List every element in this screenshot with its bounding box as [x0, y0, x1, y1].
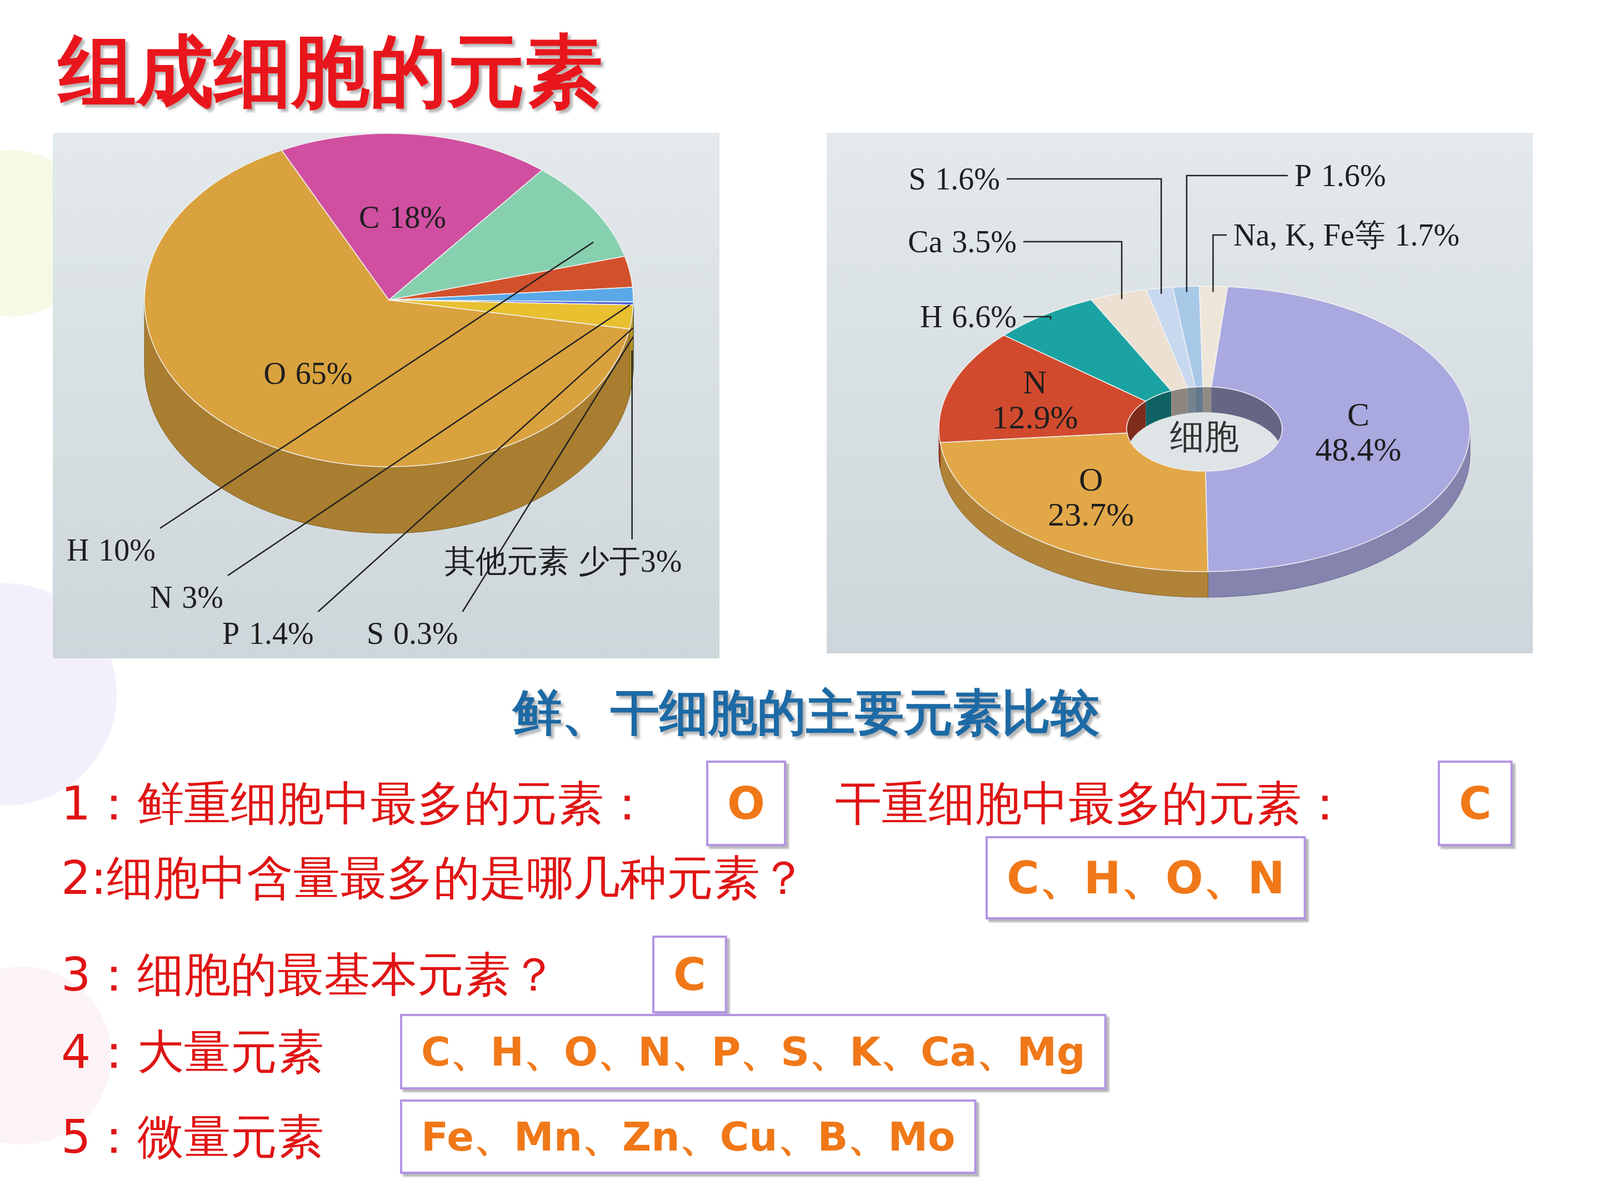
slice-inner-wall — [1171, 387, 1188, 417]
answer-text: C、H、O、N、P、S、K、Ca、Mg — [421, 1028, 1086, 1075]
leader-line — [160, 242, 594, 529]
slice-label: Na, K, Fe等1.7% — [1233, 217, 1460, 253]
slice-category: S — [366, 616, 384, 651]
slice-label: C48.4% — [1315, 396, 1402, 469]
slice-category: N — [150, 580, 173, 615]
slice-label: H6.6% — [920, 299, 1017, 334]
pie-slice — [940, 432, 1208, 572]
subtitle: 鲜、干细胞的主要元素比较 — [511, 683, 1100, 742]
answer-text: O — [727, 777, 765, 830]
slice-label: S1.6% — [908, 161, 1000, 197]
center-label: 细胞 — [1170, 417, 1239, 456]
slice-label: C18% — [358, 200, 447, 235]
slice-category: 其他元素 — [444, 543, 569, 579]
photo-panel — [52, 132, 720, 659]
slice-category: C — [358, 200, 380, 235]
slice-label: P1.4% — [222, 616, 314, 651]
answer-text: Fe、Mn、Zn、Cu、B、Mo — [421, 1113, 956, 1160]
slice-value: 1.4% — [248, 616, 314, 651]
slice-category: Ca — [907, 224, 943, 259]
pie-chart: O 65% C18% H10% N3%P1.4% S 0.3% 其他元素少于3% — [66, 133, 682, 651]
slice-label: P 1.6% — [1294, 158, 1387, 193]
slice-value: 48.4% — [1315, 431, 1402, 468]
pie-slice — [1199, 286, 1228, 387]
slice-category: P — [1294, 158, 1312, 193]
slice-label: O 65% — [263, 356, 353, 391]
leader-line — [1213, 235, 1228, 292]
answer-box — [1438, 761, 1512, 845]
question-prompt: 5：微量元素 — [61, 1109, 324, 1164]
slice-value: 1.6% — [935, 161, 1000, 197]
slice-value: 10% — [98, 532, 156, 568]
slice-category: Na, K, Fe等 — [1233, 217, 1386, 253]
slice-inner-wall — [1187, 387, 1195, 414]
slice-category: O — [1078, 461, 1103, 498]
slice-label: N3% — [150, 580, 224, 615]
slice-label: 其他元素少于3% — [444, 543, 682, 579]
slice-value: 65% — [295, 356, 353, 391]
slide-title: 组成细胞的元素 — [57, 26, 603, 117]
answer-box — [401, 1100, 976, 1173]
pie-slice — [388, 287, 634, 302]
slice-label: N12.9% — [992, 363, 1079, 437]
question-prompt: 干重细胞中最多的元素： — [835, 776, 1349, 831]
slice-label: O23.7% — [1047, 461, 1134, 534]
slice-value: 1.6% — [1321, 158, 1387, 193]
slice-label: S 0.3% — [366, 616, 459, 651]
slice-value: 0.3% — [393, 616, 459, 651]
photo-panel — [826, 132, 1533, 654]
pie-chart: 细胞C48.4%O23.7%N12.9%H6.6%Ca3.5%S1.6%P1.6… — [907, 158, 1470, 598]
slice-category: S — [908, 161, 926, 197]
question-prompt: 1：鲜重细胞中最多的元素： — [61, 776, 651, 831]
slice-label: Ca3.5% — [907, 224, 1017, 259]
slide-canvas: 组成细胞的元素O65%C18%H10%N3%P1.4%S0.3%其他元素少于3%… — [0, 0, 1600, 1200]
slice-value: 18% — [388, 200, 447, 235]
slice-value: 少于3% — [578, 543, 683, 579]
answer-box — [707, 761, 785, 845]
answer-text: C — [673, 948, 707, 1001]
slice-value: 12.9% — [992, 398, 1079, 436]
slice-value: 6.6% — [951, 299, 1017, 334]
slice-inner-wall — [1195, 386, 1203, 413]
slice-value: 23.7% — [1047, 496, 1134, 533]
slice-label: H10% — [66, 532, 156, 568]
slice-category: C — [1347, 396, 1370, 433]
leader-line — [1006, 178, 1162, 294]
question-prompt: 4：大量元素 — [61, 1024, 324, 1079]
leader-line — [1023, 241, 1122, 300]
slice-value: 3.5% — [951, 224, 1017, 259]
answer-box — [653, 936, 727, 1013]
question-prompt: 2:细胞中含量最多的是哪几种元素？ — [61, 850, 807, 905]
answer-text: C — [1458, 777, 1492, 830]
slice-value: 3% — [181, 580, 224, 615]
slice-value: 1.7% — [1395, 217, 1460, 253]
slice-category: P — [222, 616, 240, 651]
slice-category: H — [66, 532, 89, 568]
pie-slice — [1205, 286, 1470, 572]
pie-slice — [388, 300, 634, 329]
leader-line — [1023, 316, 1051, 320]
question-prompt: 3：细胞的最基本元素？ — [61, 947, 558, 1002]
answer-box — [986, 837, 1305, 919]
answer-box — [401, 1015, 1106, 1089]
answer-text: C、H、O、N — [1006, 852, 1285, 904]
pie-slice — [1172, 286, 1204, 388]
slice-category: N — [1022, 363, 1047, 401]
slice-category: O — [263, 356, 286, 391]
slice-category: H — [920, 299, 943, 334]
leader-line — [631, 350, 633, 540]
slice-inner-wall — [1202, 386, 1212, 413]
